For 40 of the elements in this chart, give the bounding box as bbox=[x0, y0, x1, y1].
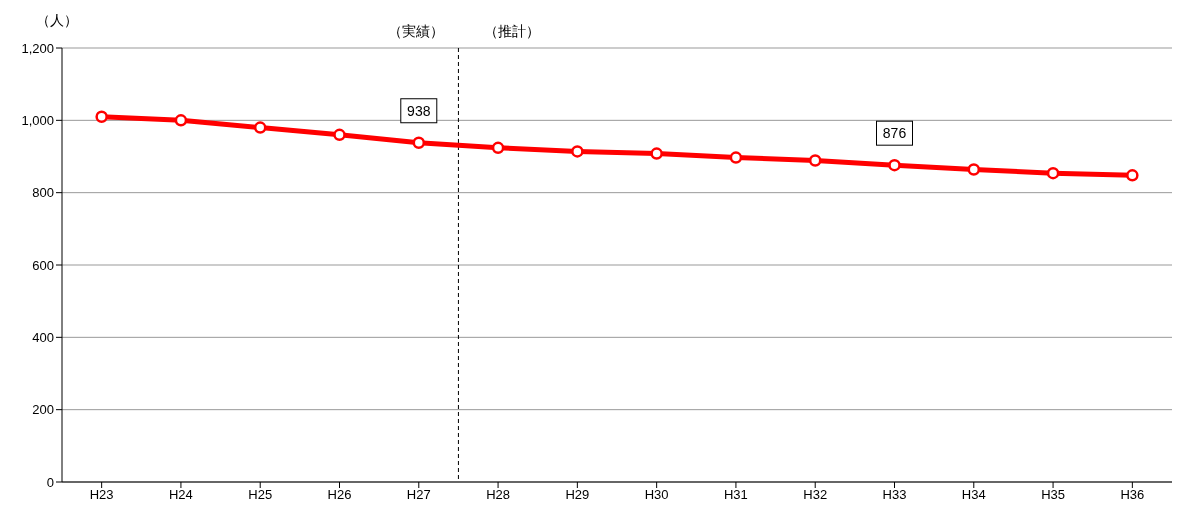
y-tick-label: 0 bbox=[46, 474, 54, 490]
point bbox=[571, 145, 584, 158]
point bbox=[967, 163, 981, 176]
x-tick-label: H25 bbox=[248, 487, 273, 503]
data-label: 876 bbox=[882, 125, 907, 142]
x-tick-label: H29 bbox=[565, 487, 590, 503]
point bbox=[888, 158, 901, 172]
text: （推計） bbox=[484, 23, 541, 39]
point bbox=[729, 151, 743, 164]
x-tick-label: H30 bbox=[644, 487, 669, 503]
point bbox=[650, 147, 663, 160]
point bbox=[412, 136, 426, 150]
x-tick-label: H23 bbox=[89, 487, 114, 503]
data-label: 938 bbox=[407, 102, 431, 119]
x-tick-label: H27 bbox=[406, 487, 431, 503]
x-tick-label: H35 bbox=[1041, 487, 1065, 503]
point bbox=[808, 154, 822, 167]
point bbox=[253, 121, 267, 134]
y-tick-label: 200 bbox=[32, 402, 54, 418]
y-tick-label: 600 bbox=[32, 257, 54, 273]
y-tick-label: 1,000 bbox=[21, 112, 54, 128]
y-tick-label: 1,200 bbox=[21, 40, 54, 56]
point bbox=[95, 110, 108, 123]
x-tick-label: H33 bbox=[882, 487, 907, 503]
x-tick-label: H32 bbox=[803, 487, 828, 503]
x-tick-label: H36 bbox=[1120, 487, 1145, 503]
point bbox=[174, 114, 188, 127]
point bbox=[491, 141, 505, 155]
point bbox=[1046, 166, 1060, 180]
x-tick-label: H31 bbox=[724, 487, 748, 503]
y-axis-title: （人） bbox=[36, 12, 78, 30]
text: （実績） bbox=[388, 23, 445, 39]
point bbox=[1126, 169, 1139, 182]
x-tick-label: H34 bbox=[961, 487, 986, 503]
x-tick-label: H28 bbox=[486, 487, 510, 503]
y-tick-label: 800 bbox=[32, 185, 54, 201]
point bbox=[333, 128, 346, 142]
x-tick-label: H26 bbox=[327, 487, 352, 503]
x-tick-label: H24 bbox=[169, 487, 193, 503]
y-tick-label: 400 bbox=[32, 329, 54, 345]
